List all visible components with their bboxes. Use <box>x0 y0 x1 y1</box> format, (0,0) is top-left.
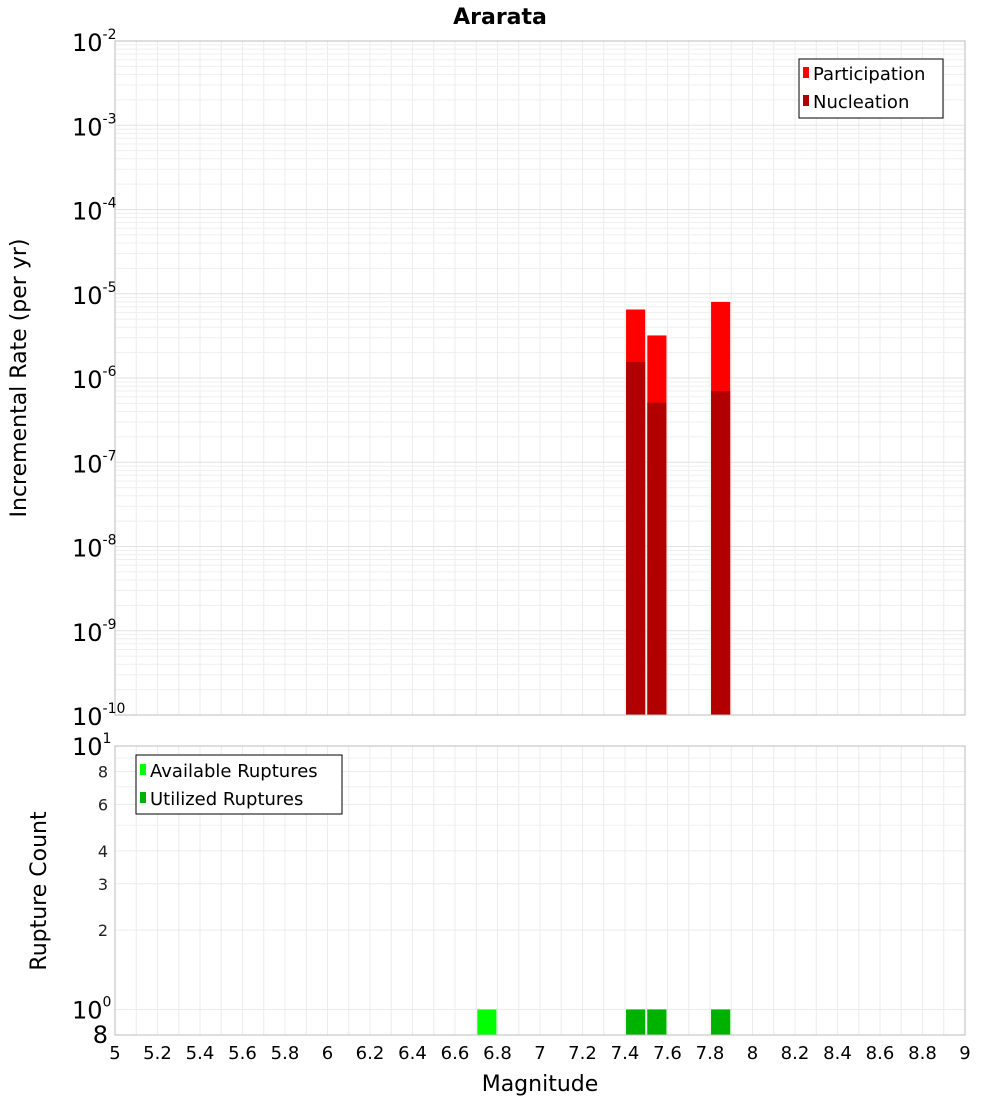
x-tick-label: 5.6 <box>228 1043 257 1064</box>
bottom-bars <box>477 1009 731 1035</box>
bottom-y-tick-label: 101 <box>72 731 111 761</box>
top-legend-box <box>798 58 944 119</box>
x-tick-label: 7.4 <box>611 1043 640 1064</box>
x-tick-label: 6.2 <box>356 1043 385 1064</box>
chart-title: Ararata <box>453 5 547 30</box>
top-y-tick-label: 10-4 <box>72 196 117 226</box>
bottom-plot-frame <box>114 745 966 1036</box>
x-tick-label: 6.8 <box>483 1043 512 1064</box>
top-y-tick-label: 10-8 <box>72 533 117 563</box>
bottom-legend-box <box>135 754 343 815</box>
top-y-tick-label: 10-6 <box>72 364 117 394</box>
legend-swatch-utilized <box>140 792 146 803</box>
bottom-y-tick-label: 2 <box>98 921 108 940</box>
x-tick-label: 5.4 <box>186 1043 215 1064</box>
x-tick-label: 8.2 <box>781 1043 810 1064</box>
legend-swatch-nucleation <box>803 95 809 106</box>
bar-nucleation-0 <box>626 361 646 715</box>
top-y-tick-label: 10-7 <box>72 448 117 478</box>
top-y-tick-label: 10-10 <box>72 701 125 731</box>
x-tick-label: 8.4 <box>823 1043 852 1064</box>
top-plot: 10-10 10-9 10-8 10-7 10-6 10-5 10-4 10-3 10-2 In… <box>7 27 966 731</box>
top-grid <box>114 41 966 716</box>
x-ticks: 5 5.2 5.4 5.6 5.8 6 6.2 6.4 6.6 6.8 7 7.2 7.4 7.6 7.8 8… <box>109 1043 970 1064</box>
bottom-legend: Available Ruptures Utilized Ruptures <box>135 754 343 815</box>
top-y-tick-label: 10-9 <box>72 617 117 647</box>
bottom-y-tick-label: 8 <box>93 1021 108 1049</box>
legend-label-utilized: Utilized Ruptures <box>150 789 303 810</box>
x-axis-label: Magnitude <box>482 1072 599 1097</box>
bar-nucleation-1 <box>647 402 667 715</box>
x-tick-label: 5.2 <box>143 1043 172 1064</box>
x-tick-label: 5.8 <box>271 1043 300 1064</box>
bar-utilized-ruptures-1 <box>647 1009 667 1035</box>
x-tick-label: 5 <box>109 1043 120 1064</box>
bar-nucleation-2 <box>711 391 731 715</box>
bottom-y-tick-label: 4 <box>98 842 108 861</box>
bar-available-ruptures-0 <box>477 1009 497 1035</box>
x-tick-label: 7 <box>534 1043 545 1064</box>
x-tick-label: 7.8 <box>696 1043 725 1064</box>
top-plot-frame <box>114 40 966 716</box>
top-y-ticks: 10-10 10-9 10-8 10-7 10-6 10-5 10-4 10-3 10-2 <box>72 27 125 731</box>
top-y-tick-label: 10-2 <box>72 27 117 57</box>
top-y-axis-label: Incremental Rate (per yr) <box>7 239 32 518</box>
top-y-tick-label: 10-3 <box>72 111 117 141</box>
x-tick-label: 6.4 <box>398 1043 427 1064</box>
x-tick-label: 6.6 <box>441 1043 470 1064</box>
legend-label-nucleation: Nucleation <box>813 92 909 113</box>
top-legend: Participation Nucleation <box>798 58 944 119</box>
bottom-y-tick-label: 3 <box>98 875 108 894</box>
x-tick-label: 8.6 <box>866 1043 895 1064</box>
top-bars <box>626 301 731 715</box>
top-y-tick-label: 10-5 <box>72 280 117 310</box>
bottom-y-tick-label: 6 <box>98 795 108 814</box>
x-tick-label: 8.8 <box>908 1043 937 1064</box>
bottom-y-tick-label: 8 <box>98 763 108 782</box>
x-tick-label: 7.6 <box>653 1043 682 1064</box>
bottom-y-axis-label: Rupture Count <box>27 811 52 971</box>
legend-label-available: Available Ruptures <box>150 761 318 782</box>
bottom-y-tick-label: 100 <box>72 994 111 1024</box>
bar-utilized-ruptures-0 <box>626 1009 646 1035</box>
legend-swatch-participation <box>803 67 809 78</box>
legend-swatch-available <box>140 764 146 775</box>
legend-label-participation: Participation <box>813 64 925 85</box>
x-tick-label: 7.2 <box>568 1043 597 1064</box>
x-tick-label: 9 <box>959 1043 970 1064</box>
x-tick-label: 8 <box>747 1043 758 1064</box>
x-tick-label: 6 <box>322 1043 333 1064</box>
bar-utilized-ruptures-2 <box>711 1009 731 1035</box>
